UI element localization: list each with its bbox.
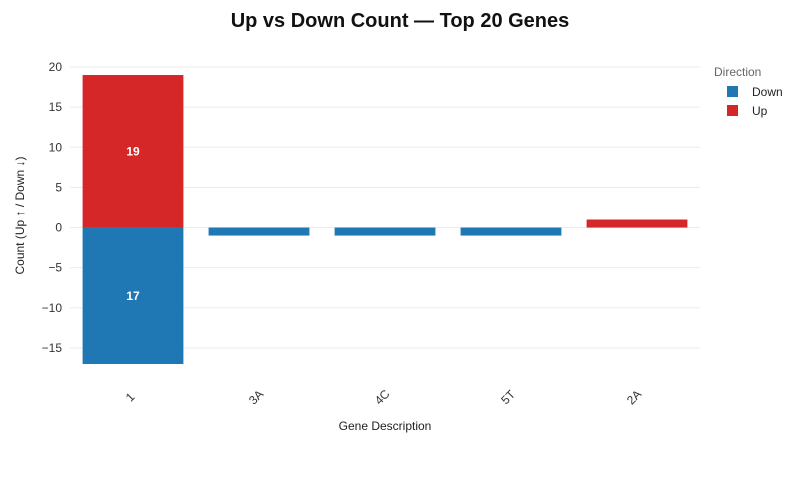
legend-label-up: Up <box>752 104 768 118</box>
x-axis-label: Gene Description <box>339 419 432 433</box>
y-tick-label: −10 <box>42 301 63 315</box>
x-tick-label: 4C <box>372 387 393 408</box>
x-tick-label: 2A <box>624 387 644 407</box>
legend-label-down: Down <box>752 85 783 99</box>
bar-down-5T <box>460 227 562 236</box>
y-tick-label: 15 <box>49 100 63 114</box>
bar-down-3A <box>208 227 310 236</box>
y-tick-label: 5 <box>55 180 62 194</box>
bar-down-4C <box>334 227 436 236</box>
y-tick-label: 10 <box>49 140 63 154</box>
y-tick-label: 20 <box>49 60 63 74</box>
legend-title: Direction <box>714 65 761 79</box>
bar-up-1 <box>82 75 184 228</box>
x-tick-label: 5T <box>498 387 518 407</box>
x-tick-label: 1 <box>123 390 138 405</box>
legend-swatch-up <box>727 105 738 116</box>
data-label: 17 <box>126 289 140 303</box>
y-tick-label: −15 <box>42 341 63 355</box>
y-tick-label: 0 <box>55 221 62 235</box>
bar-down-1 <box>82 227 184 364</box>
chart-title: Up vs Down Count — Top 20 Genes <box>230 10 570 32</box>
x-tick-label: 3A <box>246 387 266 407</box>
y-tick-label: −5 <box>48 261 62 275</box>
bar-up-2A <box>586 219 688 228</box>
legend-swatch-down <box>727 86 738 97</box>
y-axis-label: Count (Up ↑ / Down ↓) <box>13 156 27 274</box>
data-label: 19 <box>126 144 140 158</box>
